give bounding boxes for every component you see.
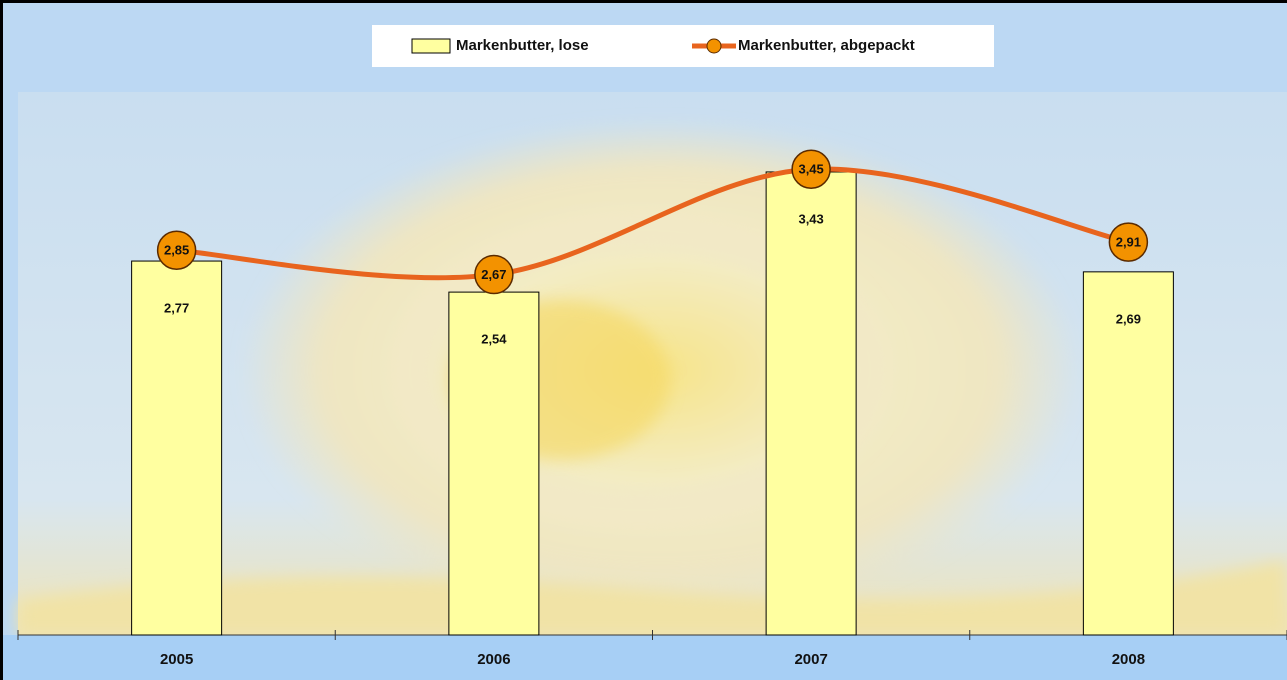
- marker-value-label: 2,91: [1116, 235, 1141, 250]
- legend-label: Markenbutter, abgepackt: [738, 37, 915, 54]
- marker-value-label: 3,45: [798, 162, 823, 177]
- bar-value-label: 3,43: [798, 211, 823, 226]
- x-tick-label: 2005: [160, 651, 193, 668]
- marker: [791, 149, 831, 189]
- line: [174, 166, 1131, 281]
- marker: [156, 230, 197, 270]
- marker: [1108, 222, 1149, 262]
- x-tick-label: 2006: [477, 651, 510, 668]
- x-tick-label: 2007: [794, 651, 827, 668]
- bar-value-label: 2,69: [1116, 311, 1141, 326]
- legend-box: [372, 25, 994, 67]
- bar: [448, 291, 540, 636]
- marker-value-label: 2,67: [481, 267, 506, 282]
- x-tick-label: 2008: [1112, 651, 1145, 668]
- bar-value-label: 2,77: [164, 300, 189, 315]
- bar: [131, 260, 223, 636]
- bar: [765, 171, 857, 636]
- marker-value-label: 2,85: [164, 243, 189, 258]
- bar: [1082, 271, 1174, 636]
- legend-swatch: [411, 38, 451, 54]
- marker: [474, 254, 514, 295]
- plot: 2005 2006 2007 2008 2,77 2,54 3,43 2,69 2,85 2,67…: [17, 37, 1287, 668]
- legend-swatch-marker: [706, 38, 722, 54]
- bar-value-label: 2,54: [481, 332, 507, 347]
- legend-label: Markenbutter, lose: [456, 37, 589, 54]
- x-axis-band: [0, 635, 1287, 680]
